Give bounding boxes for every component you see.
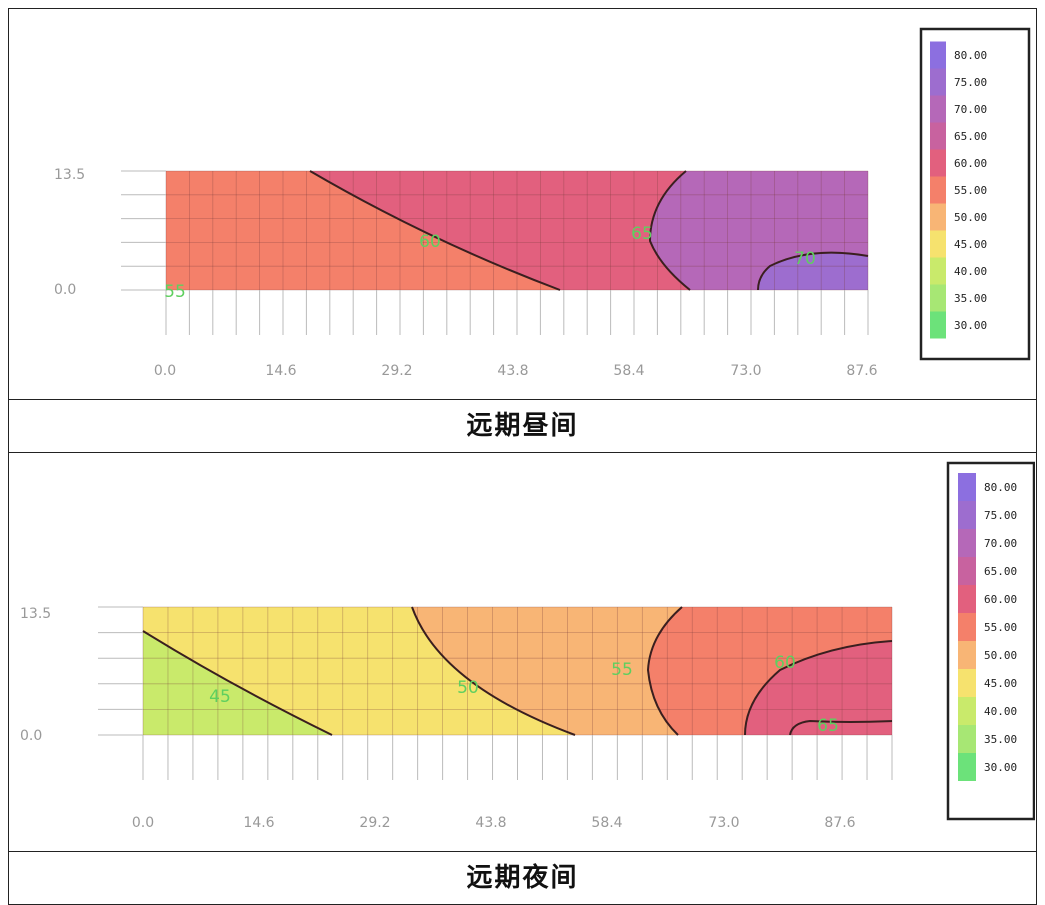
legend-swatch <box>930 68 946 96</box>
y-tick-label: 0.0 <box>20 728 42 744</box>
legend-swatch <box>958 557 976 585</box>
legend-swatch <box>930 311 946 339</box>
contour-line <box>789 719 893 736</box>
x-tick-label: 58.4 <box>591 815 622 831</box>
caption-day: 远期昼间 <box>466 411 579 441</box>
legend-label: 45.00 <box>984 677 1017 690</box>
contour-region-65 <box>650 171 868 290</box>
legend-swatch <box>958 697 976 725</box>
chart-panel-night: 13.5 0.0 0.0 14.6 29.2 43.8 58.4 73.0 87.6 45 50 55… <box>8 452 1037 852</box>
x-tick-label: 0.0 <box>132 815 154 831</box>
legend-label: 60.00 <box>954 157 987 170</box>
legend-swatch <box>958 613 976 641</box>
contour-value-label: 65 <box>817 716 839 736</box>
legend-label: 65.00 <box>954 130 987 143</box>
contour-region-50 <box>412 607 682 735</box>
x-tick-label: 0.0 <box>154 363 176 379</box>
legend-swatch <box>958 753 976 781</box>
y-tick-label: 13.5 <box>20 606 51 622</box>
legend-swatch <box>958 501 976 529</box>
legend-label: 40.00 <box>954 265 987 278</box>
legend-label: 35.00 <box>954 292 987 305</box>
legend-swatch <box>930 284 946 312</box>
legend-label: 50.00 <box>984 649 1017 662</box>
legend-label: 55.00 <box>954 184 987 197</box>
legend-label: 75.00 <box>984 509 1017 522</box>
contour-value-label: 65 <box>631 224 653 244</box>
legend-swatch <box>930 257 946 285</box>
contour-value-label: 60 <box>774 653 796 673</box>
legend-label: 80.00 <box>984 481 1017 494</box>
contour-region-55 <box>648 607 892 735</box>
legend-label: 45.00 <box>954 238 987 251</box>
legend-label: 65.00 <box>984 565 1017 578</box>
legend-swatch <box>958 669 976 697</box>
x-tick-label: 29.2 <box>381 363 412 379</box>
contour-value-label: 60 <box>419 232 441 252</box>
legend-label: 60.00 <box>984 593 1017 606</box>
contour-line <box>142 630 333 736</box>
contour-region-45 <box>143 607 575 735</box>
legend-label: 80.00 <box>954 49 987 62</box>
legend-swatch <box>930 95 946 123</box>
contour-line <box>646 606 683 736</box>
contour-region-55 <box>166 171 560 290</box>
x-tick-label: 73.0 <box>730 363 761 379</box>
x-tick-label: 58.4 <box>613 363 644 379</box>
legend-swatch <box>958 473 976 501</box>
x-tick-label: 87.6 <box>824 815 855 831</box>
contour-line <box>411 606 576 736</box>
caption-row-day: 远期昼间 <box>8 399 1037 453</box>
contour-line <box>757 251 869 291</box>
contour-value-label: 70 <box>794 249 816 269</box>
legend-swatch <box>930 41 946 69</box>
contour-region-60 <box>310 171 690 290</box>
legend-swatch <box>958 725 976 753</box>
legend-swatch <box>930 176 946 204</box>
contour-value-label: 55 <box>164 282 186 302</box>
legend-label: 70.00 <box>954 103 987 116</box>
legend-label: 35.00 <box>984 733 1017 746</box>
legend-swatch <box>958 641 976 669</box>
legend-swatch <box>930 230 946 258</box>
legend-label: 70.00 <box>984 537 1017 550</box>
contour-line <box>309 170 561 291</box>
legend-label: 30.00 <box>984 761 1017 774</box>
legend-swatch <box>930 149 946 177</box>
legend-label: 40.00 <box>984 705 1017 718</box>
x-tick-label: 73.0 <box>708 815 739 831</box>
figure-table: 13.5 0.0 0.0 14.6 29.2 43.8 58.4 73.0 87.6 55 60 65… <box>8 8 1037 905</box>
night-contour-chart: 13.5 0.0 0.0 14.6 29.2 43.8 58.4 73.0 87.6 45 50 55… <box>20 461 1035 831</box>
x-tick-label: 29.2 <box>359 815 390 831</box>
contour-line <box>648 170 691 291</box>
chart-panel-day: 13.5 0.0 0.0 14.6 29.2 43.8 58.4 73.0 87.6 55 60 65… <box>8 8 1037 400</box>
x-tick-label: 43.8 <box>497 363 528 379</box>
x-tick-label: 43.8 <box>475 815 506 831</box>
contour-region-40 <box>143 631 332 735</box>
contour-region-60 <box>745 641 892 735</box>
y-tick-label: 13.5 <box>54 167 85 183</box>
legend-swatch <box>930 122 946 150</box>
day-contour-chart: 13.5 0.0 0.0 14.6 29.2 43.8 58.4 73.0 87.6 55 60 65… <box>54 27 1031 379</box>
caption-row-night: 远期夜间 <box>8 851 1037 905</box>
contour-line <box>744 640 893 736</box>
legend-label: 55.00 <box>984 621 1017 634</box>
legend-label: 30.00 <box>954 319 987 332</box>
contour-value-label: 45 <box>209 687 231 707</box>
contour-value-label: 55 <box>611 660 633 680</box>
legend-swatch <box>958 585 976 613</box>
contour-region-70 <box>758 252 868 290</box>
y-tick-label: 0.0 <box>54 282 76 298</box>
contour-value-label: 50 <box>457 678 479 698</box>
x-tick-label: 87.6 <box>846 363 877 379</box>
x-tick-label: 14.6 <box>243 815 274 831</box>
x-tick-label: 14.6 <box>265 363 296 379</box>
legend-label: 50.00 <box>954 211 987 224</box>
caption-night: 远期夜间 <box>466 863 579 893</box>
legend-label: 75.00 <box>954 76 987 89</box>
legend-swatch <box>958 529 976 557</box>
legend-swatch <box>930 203 946 231</box>
